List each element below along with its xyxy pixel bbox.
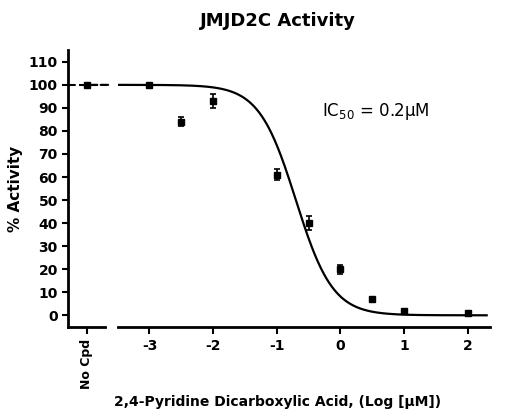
Text: IC$_{50}$ = 0.2μM: IC$_{50}$ = 0.2μM bbox=[322, 101, 430, 122]
Text: % Activity: % Activity bbox=[8, 145, 23, 232]
Text: JMJD2C Activity: JMJD2C Activity bbox=[200, 12, 356, 30]
Text: 2,4-Pyridine Dicarboxylic Acid, (Log [μM]): 2,4-Pyridine Dicarboxylic Acid, (Log [μM… bbox=[114, 395, 441, 409]
